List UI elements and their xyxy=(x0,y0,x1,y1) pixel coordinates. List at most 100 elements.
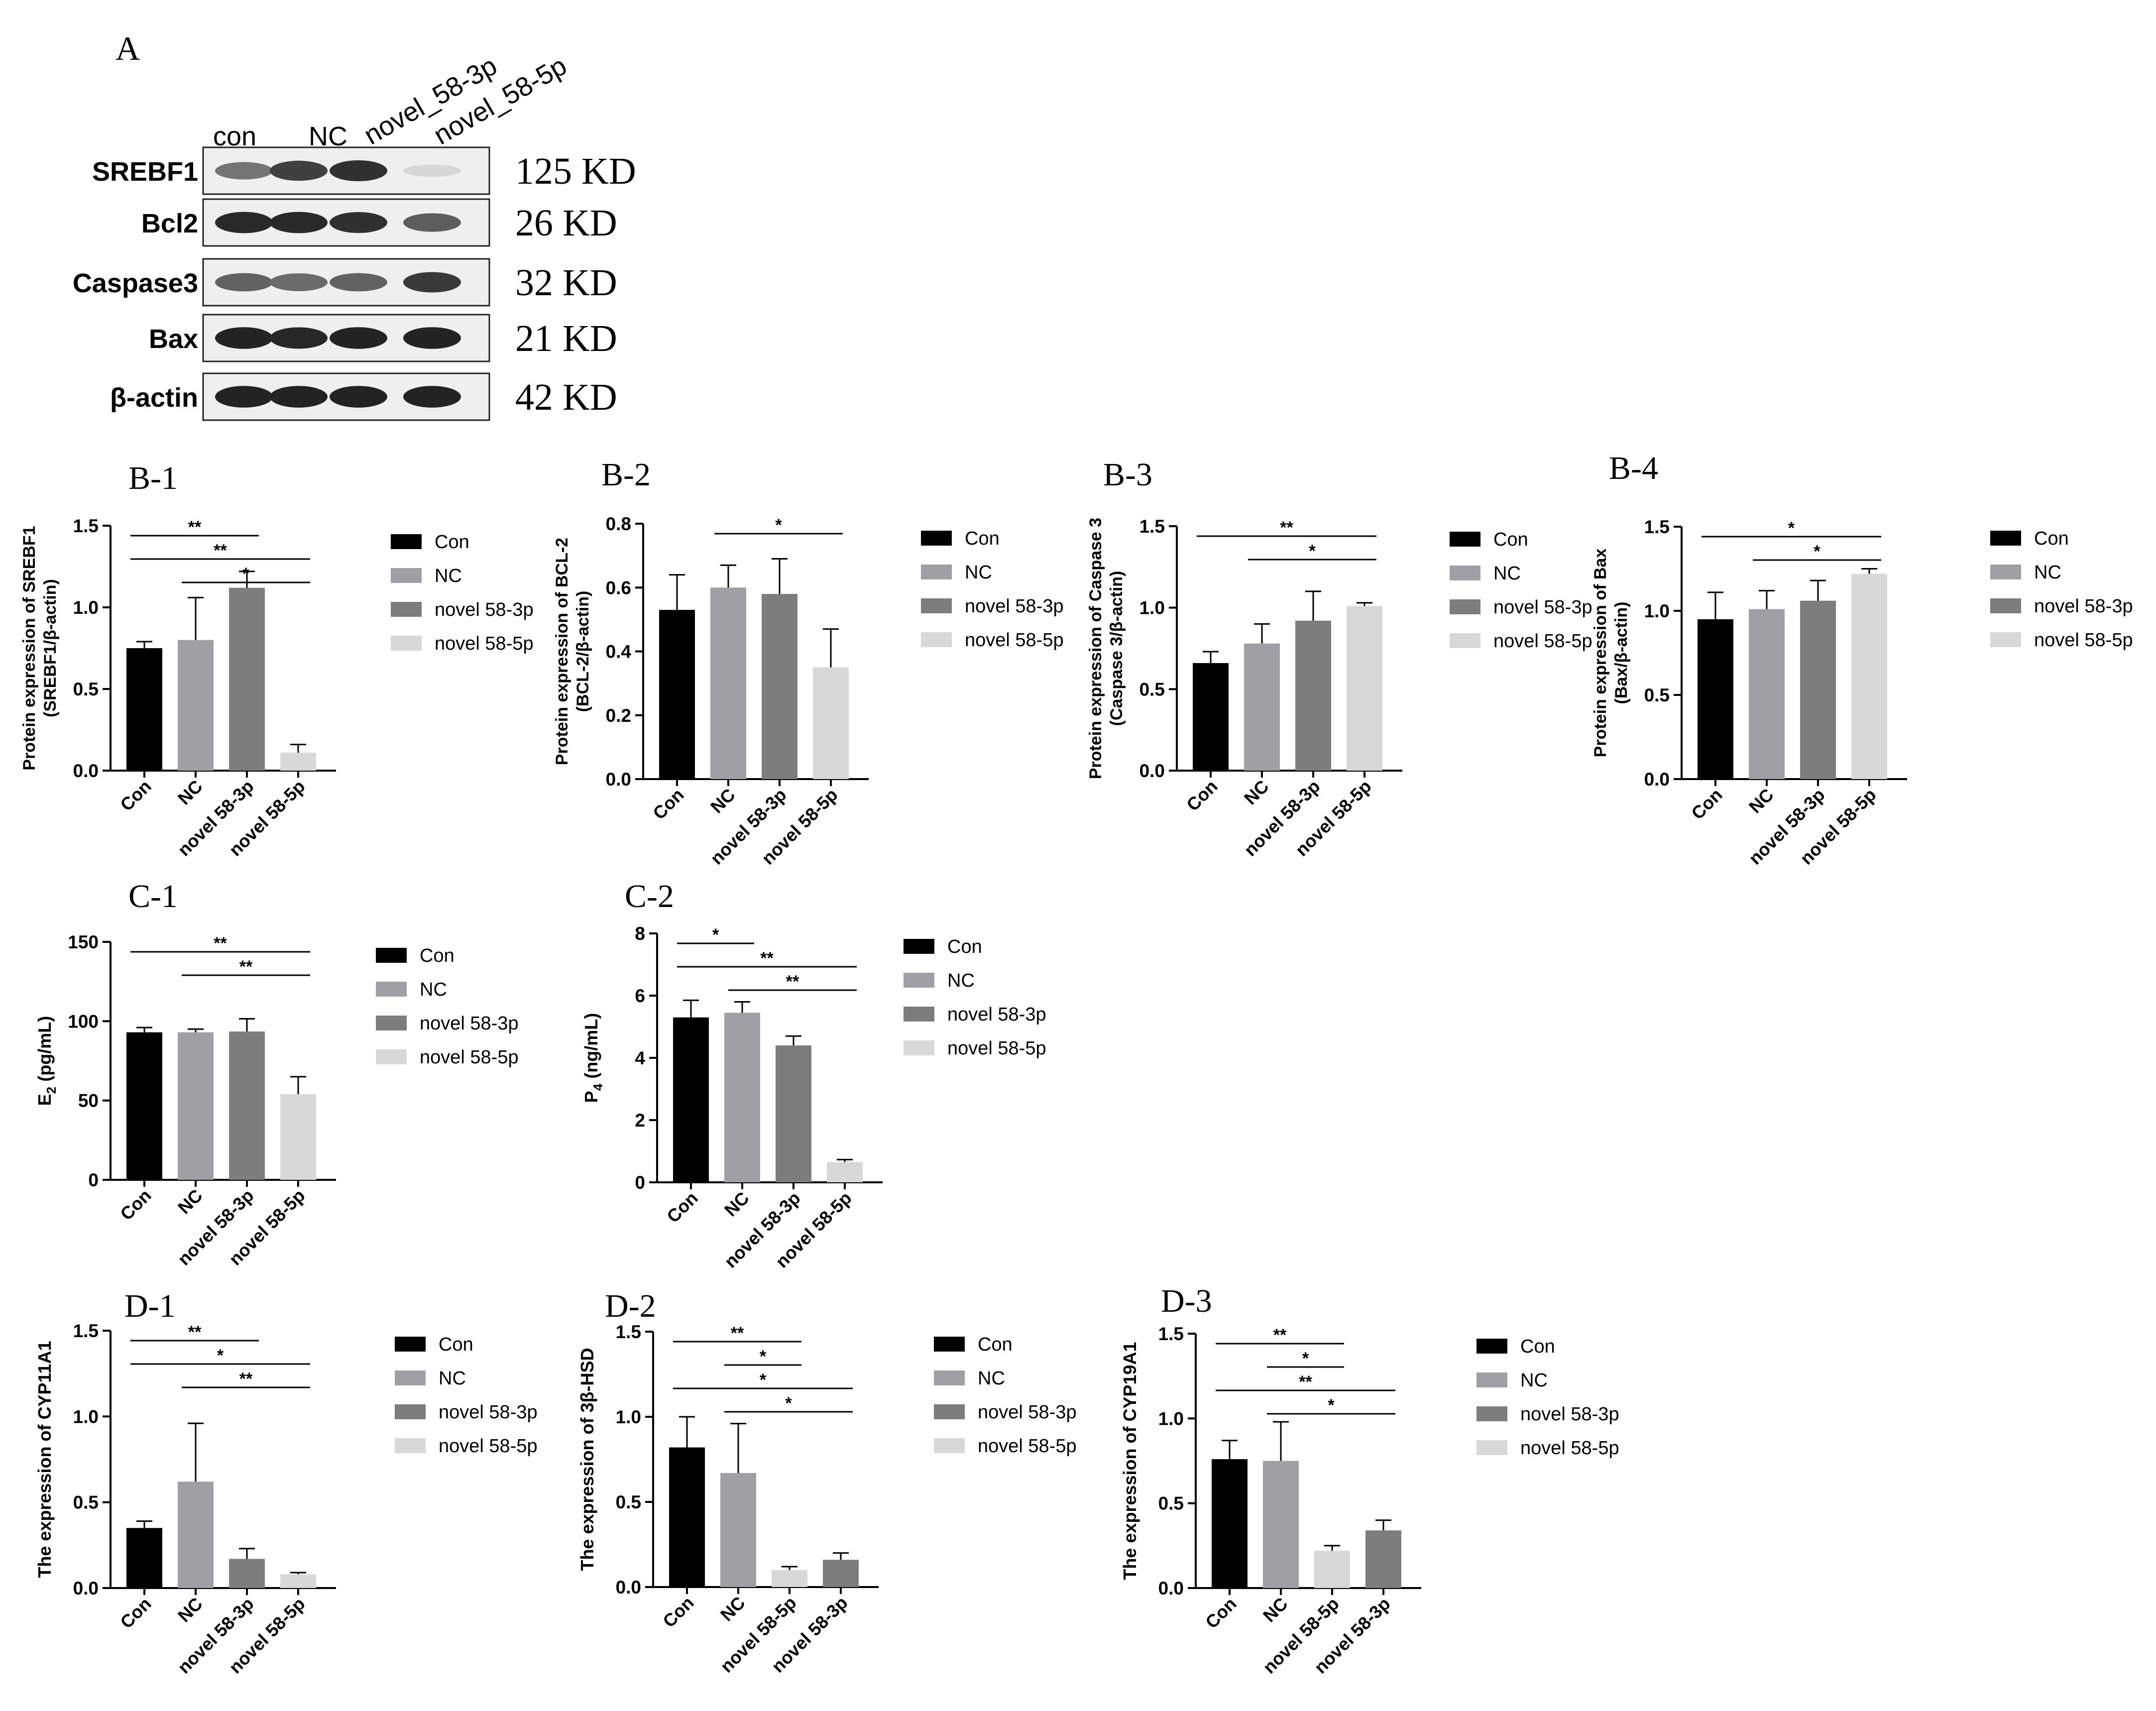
x-tick-label: NC xyxy=(174,776,207,809)
legend-swatch xyxy=(904,1007,934,1022)
legend-swatch xyxy=(934,1438,965,1453)
x-tick-label: NC xyxy=(706,785,739,817)
bar-novel-58-5p xyxy=(280,1094,316,1180)
blot-band xyxy=(403,386,461,408)
legend-label: novel 58-3p xyxy=(420,1013,519,1034)
bar-nc xyxy=(710,587,746,779)
bar-novel-58-5p xyxy=(1851,573,1887,779)
y-axis-label: (Bax/β-actin) xyxy=(1612,602,1631,704)
y-tick-label: 0.2 xyxy=(606,705,631,726)
legend-swatch xyxy=(1476,1339,1507,1354)
legend-swatch xyxy=(934,1337,965,1352)
y-tick-label: 1.5 xyxy=(73,1321,99,1341)
blot-band xyxy=(270,212,328,233)
lane-label-2: NC xyxy=(309,121,347,151)
legend-swatch xyxy=(1476,1372,1507,1387)
y-axis-label: The expression of 3β-HSD xyxy=(577,1348,597,1571)
legend-swatch xyxy=(934,1370,965,1385)
y-axis-label: The expression of CYP19A1 xyxy=(1120,1342,1140,1580)
legend-label: Con xyxy=(978,1334,1013,1355)
bar-nc xyxy=(1244,643,1280,771)
legend-label: NC xyxy=(1520,1370,1548,1391)
molecular-weight-label: 26 KD xyxy=(515,202,617,244)
bar-novel-58-5p xyxy=(280,1574,316,1588)
bar-con xyxy=(1698,619,1733,779)
chart-b-4: B-4 0.0 0.5 1.0 1.5 Protein expression of Bax… xyxy=(1591,450,2133,869)
x-tick-label: NC xyxy=(174,1185,207,1218)
protein-label: SREBF1 xyxy=(92,157,198,187)
legend-swatch xyxy=(1990,632,2021,647)
significance-marker: * xyxy=(712,925,719,944)
bar-con xyxy=(1212,1459,1248,1588)
significance-marker: * xyxy=(1302,1349,1309,1368)
legend-swatch xyxy=(934,1404,965,1419)
legend-swatch xyxy=(376,982,407,997)
significance-marker: * xyxy=(1309,542,1316,561)
bar-nc xyxy=(1749,609,1785,779)
chart-title: D-3 xyxy=(1161,1283,1212,1319)
chart-b-2: B-2 0.0 0.2 0.4 0.6 0.8 Protein expression of … xyxy=(553,456,1064,869)
x-tick-label: Con xyxy=(659,1593,697,1631)
bar-novel-58-3p xyxy=(229,1031,265,1180)
chart-d-1: D-1 0.0 0.5 1.0 1.5 The expression of CYP11A1… xyxy=(34,1288,538,1678)
y-tick-label: 1.0 xyxy=(1644,601,1670,621)
y-tick-label: 0.0 xyxy=(73,1578,99,1598)
blot-band xyxy=(330,386,387,408)
legend-label: novel 58-5p xyxy=(420,1047,519,1068)
bar-con xyxy=(126,1528,162,1588)
bar-novel-58-5p xyxy=(772,1570,807,1587)
chart-b-1: B-1 0.0 0.5 1.0 1.5 Protein expression of SRE… xyxy=(20,460,534,860)
significance-marker: ** xyxy=(760,949,774,968)
legend-swatch xyxy=(391,602,422,617)
bar-nc xyxy=(720,1473,756,1587)
blot-band xyxy=(215,273,273,292)
y-tick-label: 0.6 xyxy=(606,577,631,598)
legend-swatch xyxy=(395,1438,426,1453)
bar-novel-58-5p xyxy=(1347,606,1382,771)
y-tick-label: 1.5 xyxy=(616,1322,641,1342)
legend-label: novel 58-5p xyxy=(1520,1438,1619,1459)
significance-marker: ** xyxy=(1273,1326,1287,1345)
significance-marker: ** xyxy=(239,1369,253,1388)
legend-label: novel 58-5p xyxy=(435,633,534,654)
bar-novel-58-5p xyxy=(1314,1551,1350,1588)
legend-label: NC xyxy=(965,562,992,583)
significance-marker: ** xyxy=(1280,518,1293,537)
chart-title: B-4 xyxy=(1609,450,1658,486)
legend-label: novel 58-5p xyxy=(1493,631,1592,652)
legend-label: novel 58-3p xyxy=(439,1402,538,1423)
legend-swatch xyxy=(391,636,422,651)
chart-c-1: C-1 0 50 100 150 E2 (pg/mL) Con NC novel 58-3p no… xyxy=(34,878,519,1269)
bar-con xyxy=(126,1032,162,1180)
legend-label: novel 58-5p xyxy=(978,1436,1077,1457)
y-tick-label: 0 xyxy=(635,1172,645,1193)
y-tick-label: 0.0 xyxy=(606,769,631,790)
legend-swatch xyxy=(395,1404,426,1419)
legend-label: NC xyxy=(1493,563,1521,584)
bar-nc xyxy=(1263,1461,1299,1588)
y-axis-label: P4 (ng/mL) xyxy=(581,1013,605,1103)
bar-novel-58-3p xyxy=(229,1559,265,1588)
molecular-weight-label: 125 KD xyxy=(515,150,636,192)
y-tick-label: 0 xyxy=(88,1170,99,1190)
legend-swatch xyxy=(904,939,934,954)
chart-title: B-2 xyxy=(601,456,651,493)
legend-swatch xyxy=(376,1016,407,1030)
x-tick-label: Con xyxy=(116,1594,155,1632)
x-tick-label: Con xyxy=(1687,785,1726,823)
x-tick-label: NC xyxy=(174,1594,207,1626)
significance-marker: * xyxy=(242,565,249,583)
significance-marker: * xyxy=(217,1346,224,1365)
x-tick-label: NC xyxy=(1745,785,1778,817)
bar-novel-58-5p xyxy=(827,1162,863,1182)
legend-swatch xyxy=(1990,531,2021,546)
y-tick-label: 1.5 xyxy=(1644,517,1670,537)
y-tick-label: 0.8 xyxy=(606,514,631,534)
y-axis-label: Protein expression of BCL-2 xyxy=(553,538,571,765)
legend-swatch xyxy=(1476,1440,1507,1455)
blot-band xyxy=(270,160,328,181)
significance-marker: * xyxy=(1814,542,1820,561)
significance-marker: ** xyxy=(1299,1372,1312,1391)
